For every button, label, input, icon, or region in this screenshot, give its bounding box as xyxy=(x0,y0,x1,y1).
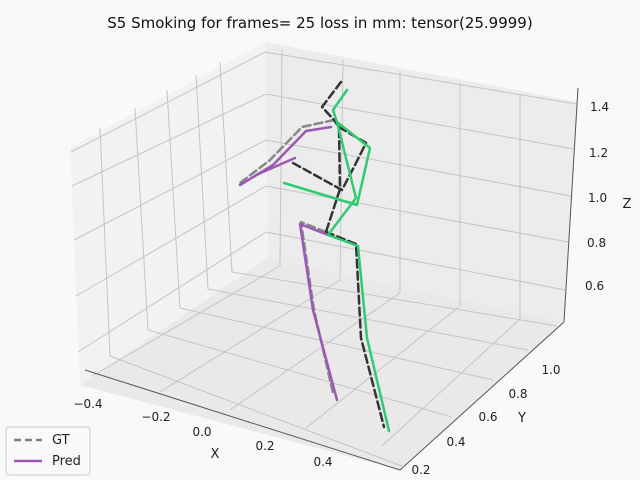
axis-edges xyxy=(84,87,579,471)
z-tick-labels: 0.6 0.8 1.0 1.2 1.4 xyxy=(585,100,609,293)
z-tick-label: 1.0 xyxy=(588,191,607,205)
x-tick-label: −0.2 xyxy=(141,410,170,424)
y-axis-label: Y xyxy=(517,411,526,426)
legend: GT Pred xyxy=(5,426,91,476)
pred-right-leg xyxy=(326,233,391,433)
gt-right-leg xyxy=(324,230,386,429)
z-tick-label: 0.8 xyxy=(587,236,606,250)
x-axis-label: X xyxy=(211,447,220,462)
y-tick-labels: 0.2 0.4 0.6 0.8 1.0 xyxy=(411,363,560,477)
back-left-pane xyxy=(70,42,268,385)
x-tick-label: −0.4 xyxy=(73,397,102,411)
pred-left-leg xyxy=(298,222,339,402)
y-tick-label: 0.4 xyxy=(446,435,465,449)
pred-left-forearm xyxy=(254,156,297,177)
legend-label-pred: Pred xyxy=(52,454,81,469)
pred-right-arm xyxy=(282,120,372,207)
legend-label-gt: GT xyxy=(52,433,70,448)
z-axis-label: Z xyxy=(623,197,632,212)
floor-pane xyxy=(80,258,564,470)
back-right-pane xyxy=(265,42,578,322)
x-tick-label: 0.4 xyxy=(313,455,332,469)
gt-left-arm xyxy=(238,118,336,185)
chart-title: S5 Smoking for frames= 25 loss in mm: te… xyxy=(107,14,532,32)
x-tick-label: 0.0 xyxy=(192,425,211,439)
skeleton-group xyxy=(238,80,391,433)
y-tick-label: 0.6 xyxy=(478,410,497,424)
x-tick-labels: −0.4 −0.2 0.0 0.2 0.4 xyxy=(73,397,332,469)
z-tick-label: 1.2 xyxy=(589,146,608,160)
z-tick-label: 1.4 xyxy=(590,100,609,114)
x-tick-label: 0.2 xyxy=(255,439,274,453)
y-tick-label: 1.0 xyxy=(541,363,560,377)
y-tick-label: 0.8 xyxy=(508,387,527,401)
grid-lines xyxy=(70,49,577,467)
y-tick-label: 0.2 xyxy=(411,463,430,477)
z-tick-label: 0.6 xyxy=(585,279,604,293)
